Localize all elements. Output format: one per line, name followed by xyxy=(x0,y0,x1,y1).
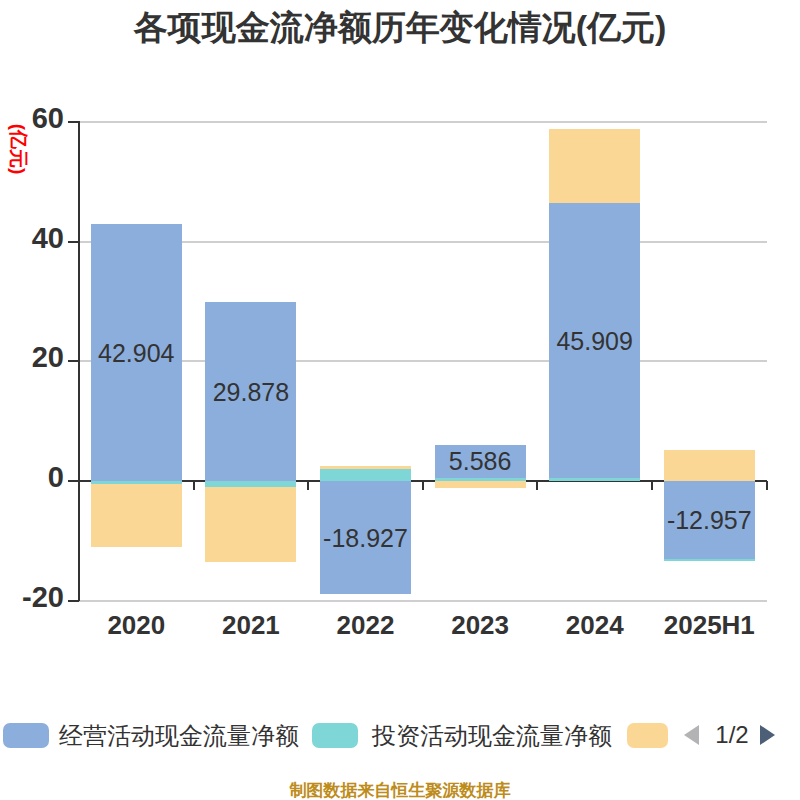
y-axis-label: 20 xyxy=(0,342,64,372)
y-axis-label: 60 xyxy=(0,103,64,133)
legend-label-investing[interactable]: 投资活动现金流量净额 xyxy=(372,722,612,749)
y-axis-label: -20 xyxy=(0,582,64,612)
bar-segment-financing-2020 xyxy=(91,484,182,546)
legend-prev-arrow[interactable] xyxy=(684,725,699,745)
bar-value-label: 45.909 xyxy=(525,329,665,354)
bar-segment-financing-2021 xyxy=(205,487,296,562)
gridline--20 xyxy=(79,600,767,602)
chart-title: 各项现金流净额历年变化情况(亿元) xyxy=(0,8,800,46)
bar-segment-investing-2025H1 xyxy=(664,559,755,562)
data-source-note: 制图数据来自恒生聚源数据库 xyxy=(0,779,800,800)
x-axis-tick xyxy=(307,481,309,490)
bar-value-label: 29.878 xyxy=(181,380,321,405)
bar-segment-investing-2022 xyxy=(320,469,411,481)
bar-segment-financing-2024 xyxy=(549,129,640,204)
bar-value-label: 42.904 xyxy=(66,341,206,366)
x-axis-label-2025H1: 2025H1 xyxy=(639,612,779,638)
bar-value-label: -12.957 xyxy=(639,508,779,533)
x-axis-tick xyxy=(422,481,424,490)
bar-value-label: -18.927 xyxy=(296,526,436,551)
cash-flow-stacked-bar-chart: 各项现金流净额历年变化情况(亿元) (亿元) 6040200-2042.9042… xyxy=(0,0,800,800)
bar-segment-investing-2024 xyxy=(549,478,640,481)
legend-next-arrow[interactable] xyxy=(760,725,775,745)
legend-page-indicator: 1/2 xyxy=(710,722,754,748)
legend-swatch-financing[interactable] xyxy=(627,723,668,748)
bar-segment-financing-2025H1 xyxy=(664,450,755,481)
x-axis-tick xyxy=(651,481,653,490)
x-axis-tick xyxy=(766,481,768,490)
legend-swatch-investing[interactable] xyxy=(312,723,358,748)
legend-label-operating[interactable]: 经营活动现金流量净额 xyxy=(59,722,299,749)
gridline-40 xyxy=(79,241,767,243)
bar-segment-financing-2023 xyxy=(435,481,526,488)
x-axis-tick xyxy=(536,481,538,490)
x-axis-tick xyxy=(193,481,195,490)
bar-value-label: 5.586 xyxy=(410,449,550,474)
y-axis-label: 0 xyxy=(0,462,64,492)
legend-swatch-operating[interactable] xyxy=(3,723,49,748)
gridline-60 xyxy=(79,121,767,123)
y-axis-label: 40 xyxy=(0,223,64,253)
